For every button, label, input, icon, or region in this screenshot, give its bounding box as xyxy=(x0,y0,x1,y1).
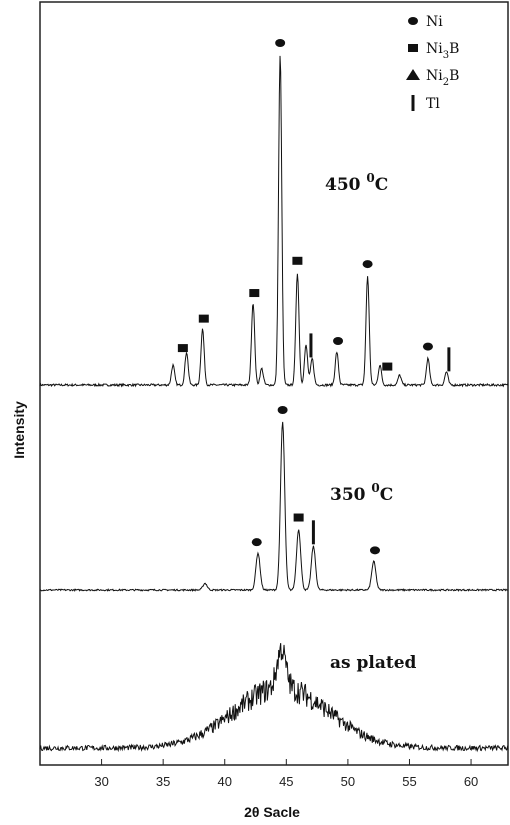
marker-square-s1-4 xyxy=(292,256,303,265)
legend-square-icon xyxy=(408,44,418,52)
legend-label: Ni2B xyxy=(426,68,459,88)
legend-label-main: Ni xyxy=(426,68,443,84)
marker-bar-s2-3 xyxy=(311,520,315,545)
series-label-3: as plated xyxy=(330,653,417,673)
series-label-sup: 0 xyxy=(366,171,374,185)
series-label-main: as plated xyxy=(330,653,417,673)
legend-circle-icon xyxy=(408,17,418,25)
legend-label-main: Ni xyxy=(426,41,443,57)
marker-bar-s1-10 xyxy=(447,347,451,372)
x-tick-label: 30 xyxy=(94,774,108,789)
x-tick-label: 60 xyxy=(464,774,478,789)
marker-square-s2-2 xyxy=(293,513,304,522)
marker-circle-s2-4 xyxy=(369,546,380,555)
marker-circle-s1-7 xyxy=(362,260,373,269)
series-label-main: 450 xyxy=(325,175,366,195)
x-axis-title: 2θ Sacle xyxy=(244,804,300,820)
series-label-2: 350 0C xyxy=(330,481,393,505)
series-label-tail: C xyxy=(375,175,389,195)
trace-series-3 xyxy=(39,643,509,753)
marker-circle-s1-9 xyxy=(422,342,433,351)
marker-square-s1-8 xyxy=(382,362,393,371)
series-label-tail: C xyxy=(380,485,394,505)
x-tick-label: 40 xyxy=(218,774,232,789)
y-axis-title: Intensity xyxy=(11,401,27,459)
trace-series-2 xyxy=(39,421,509,592)
trace-series-1 xyxy=(39,55,509,388)
plot-frame xyxy=(39,1,509,766)
x-tick-label: 45 xyxy=(279,774,293,789)
marker-square-s1-2 xyxy=(249,289,260,298)
legend-label-main: Ni xyxy=(426,14,443,30)
x-ticks: 30 35 40 45 50 55 60 xyxy=(94,759,478,789)
phase-markers xyxy=(177,39,451,555)
legend-label-main: Tl xyxy=(426,96,440,112)
legend-label-sub: 2 xyxy=(443,77,449,88)
legend-label: Ni xyxy=(426,14,443,30)
marker-square-s1-1 xyxy=(198,314,209,323)
legend-label-tail: B xyxy=(449,41,459,57)
legend-label-tail: B xyxy=(449,68,459,84)
legend-label: Ni3B xyxy=(426,41,459,61)
legend-bar-icon xyxy=(411,95,415,111)
traces xyxy=(39,55,509,753)
x-tick-label: 35 xyxy=(156,774,170,789)
x-tick-label: 55 xyxy=(402,774,416,789)
marker-bar-s1-5 xyxy=(309,333,313,358)
series-label-main: 350 xyxy=(330,485,371,505)
x-tick-label: 50 xyxy=(341,774,355,789)
series-label-1: 450 0C xyxy=(325,171,388,195)
marker-circle-s1-3 xyxy=(275,39,286,47)
legend-triangle-icon xyxy=(406,69,420,80)
marker-circle-s2-0 xyxy=(251,538,262,547)
legend-label: Tl xyxy=(426,96,440,112)
marker-square-s1-0 xyxy=(177,344,188,353)
marker-circle-s1-6 xyxy=(333,337,344,346)
marker-circle-s2-1 xyxy=(277,406,288,414)
series-label-sup: 0 xyxy=(371,481,379,495)
legend-label-sub: 3 xyxy=(443,50,449,61)
